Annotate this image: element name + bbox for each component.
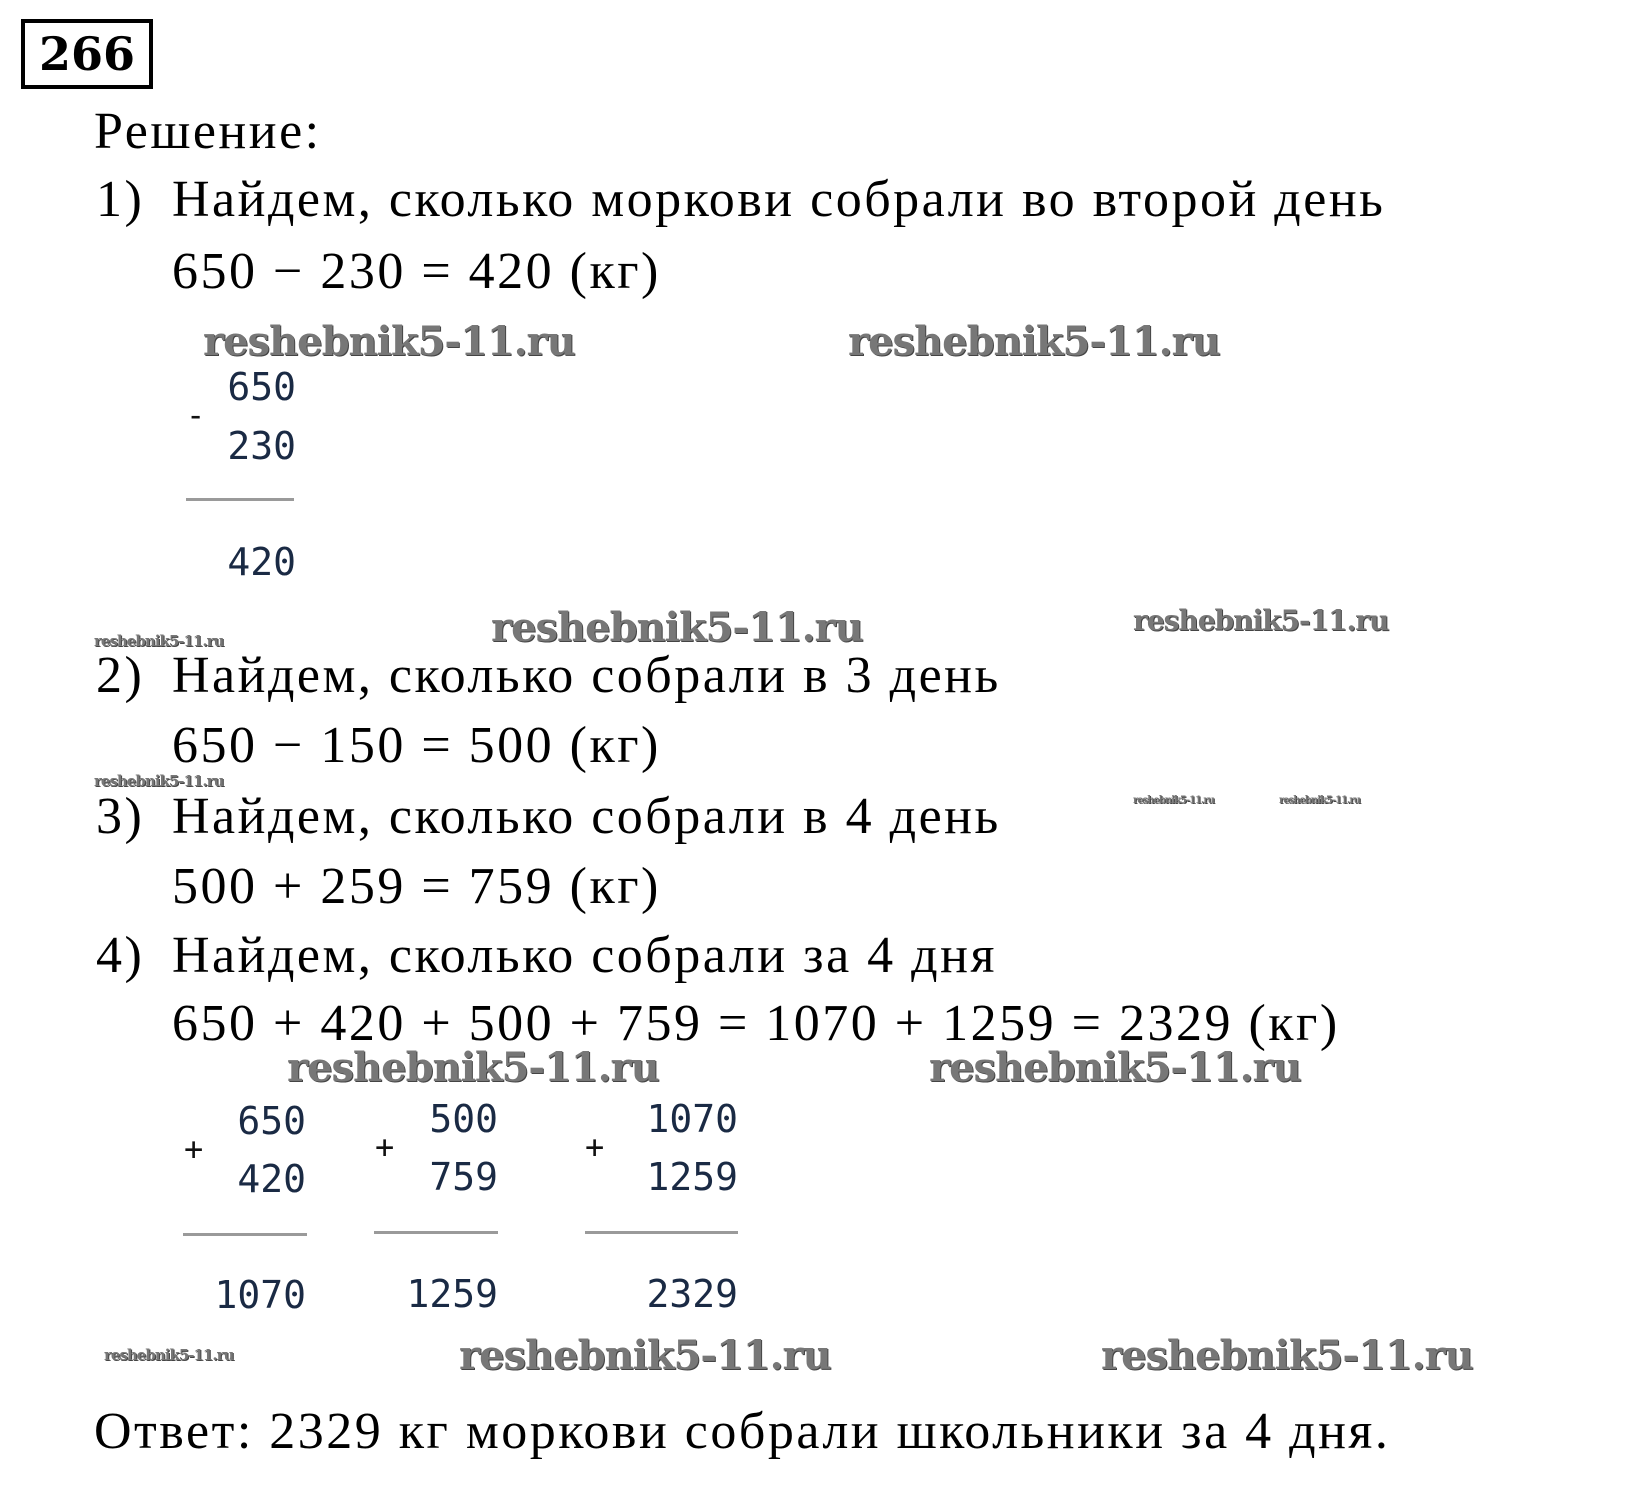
column-result: 1070 [214,1273,306,1317]
step-4-equation: 650 + 420 + 500 + 759 = 1070 + 1259 = 23… [172,995,1340,1052]
step-3-text: Найдем, сколько собрали в 4 день [172,788,1001,845]
solution-heading: Решение: [94,103,322,160]
column-bottom: 1259 [646,1155,738,1199]
step-1-equation: 650 − 230 = 420 (кг) [172,243,661,300]
step-3-equation: 500 + 259 = 759 (кг) [172,858,661,915]
watermark: reshebnik5-11.ru [1279,795,1361,806]
answer-text: Ответ: 2329 кг моркови собрали школьники… [94,1403,1391,1460]
step-1-number: 1) [96,171,145,228]
step-2-text: Найдем, сколько собрали в 3 день [172,647,1001,704]
watermark: reshebnik5-11.ru [1133,795,1215,806]
step-4-number: 4) [96,927,145,984]
column-divider [186,498,294,501]
watermark: reshebnik5-11.ru [104,1346,234,1364]
plus-sign: + [375,1128,395,1166]
column-top: 650 [237,1099,306,1143]
watermark: reshebnik5-11.ru [94,632,224,650]
watermark: reshebnik5-11.ru [94,772,224,790]
minus-sign: - [186,396,206,434]
watermark: reshebnik5-11.ru [491,604,864,651]
column-top: 500 [429,1097,498,1141]
step-2-equation: 650 − 150 = 500 (кг) [172,717,661,774]
watermark: reshebnik5-11.ru [929,1044,1302,1091]
column-result: 420 [227,540,296,584]
watermark: reshebnik5-11.ru [287,1044,660,1091]
plus-sign: + [184,1130,204,1168]
column-result: 2329 [646,1272,738,1316]
column-bottom: 420 [237,1157,306,1201]
column-top: 650 [227,365,296,409]
column-divider [374,1231,498,1234]
watermark: reshebnik5-11.ru [459,1332,832,1379]
problem-number: 266 [21,19,153,89]
watermark: reshebnik5-11.ru [1101,1332,1474,1379]
column-divider [183,1233,307,1236]
watermark: reshebnik5-11.ru [848,318,1221,365]
column-bottom: 759 [429,1155,498,1199]
plus-sign: + [585,1128,605,1166]
step-2-number: 2) [96,647,145,704]
column-bottom: 230 [227,424,296,468]
step-1-text: Найдем, сколько моркови собрали во второ… [172,171,1386,228]
step-3-number: 3) [96,788,145,845]
watermark: reshebnik5-11.ru [203,318,576,365]
column-divider [585,1231,738,1234]
watermark: reshebnik5-11.ru [1133,604,1389,637]
step-4-text: Найдем, сколько собрали за 4 дня [172,927,997,984]
column-top: 1070 [646,1097,738,1141]
column-result: 1259 [406,1272,498,1316]
